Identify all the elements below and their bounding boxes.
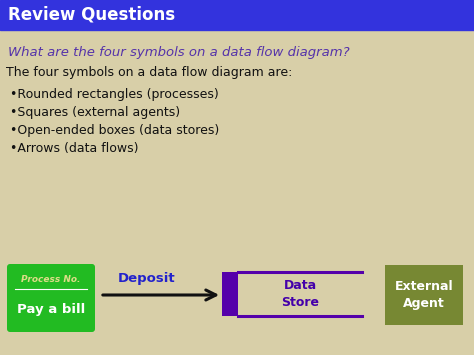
FancyBboxPatch shape	[7, 264, 95, 332]
Text: Deposit: Deposit	[118, 272, 176, 285]
Text: •Rounded rectangles (processes): •Rounded rectangles (processes)	[10, 88, 219, 101]
Text: Review Questions: Review Questions	[8, 6, 175, 24]
Bar	[385, 265, 463, 325]
Text: External
Agent: External Agent	[395, 280, 453, 310]
Text: •Open-ended boxes (data stores): •Open-ended boxes (data stores)	[10, 124, 219, 137]
Text: Pay a bill: Pay a bill	[17, 304, 85, 317]
Bar	[222, 272, 238, 316]
Text: Data
Store: Data Store	[281, 279, 319, 309]
Text: Process No.: Process No.	[21, 274, 81, 284]
Bar	[0, 0, 474, 30]
Text: •Arrows (data flows): •Arrows (data flows)	[10, 142, 138, 155]
Text: What are the four symbols on a data flow diagram?: What are the four symbols on a data flow…	[8, 46, 350, 59]
Text: The four symbols on a data flow diagram are:: The four symbols on a data flow diagram …	[6, 66, 292, 79]
Text: •Squares (external agents): •Squares (external agents)	[10, 106, 180, 119]
